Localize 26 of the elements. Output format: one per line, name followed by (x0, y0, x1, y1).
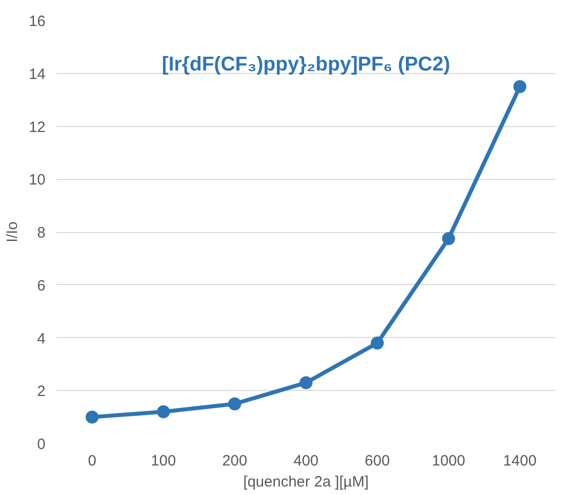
y-tick-label: 0 (37, 436, 46, 453)
y-tick-label: 2 (37, 383, 46, 400)
x-tick-label: 1400 (503, 452, 537, 470)
point (300, 376, 312, 390)
x-tick-label: 100 (150, 452, 176, 470)
y-tick-label: 4 (37, 330, 46, 348)
point (228, 397, 242, 410)
x-tick-label: 600 (364, 452, 390, 470)
x-tick-label: 1000 (432, 452, 466, 470)
point (442, 232, 456, 246)
text: [Ir{dF(CF₃)ppy}₂bpy]PF₆ (PC2) (162, 54, 450, 76)
y-tick-label: 16 (28, 13, 46, 30)
y-axis-title: I/Io (4, 222, 21, 242)
x-tick-label: 0 (88, 452, 96, 470)
point (86, 410, 99, 424)
y-tick-label: 10 (28, 172, 46, 189)
x-tick-label: 400 (293, 452, 319, 470)
point (156, 405, 170, 418)
point (370, 336, 384, 350)
y-tick-label: 14 (28, 66, 46, 83)
y-tick-label: 8 (37, 224, 46, 242)
y-tick-label: 6 (37, 277, 46, 294)
y-tick-label: 12 (28, 118, 46, 136)
x-tick-label: 200 (222, 452, 248, 470)
x-axis-title: [quencher 2a ][µM] (243, 474, 369, 490)
point (513, 80, 526, 94)
